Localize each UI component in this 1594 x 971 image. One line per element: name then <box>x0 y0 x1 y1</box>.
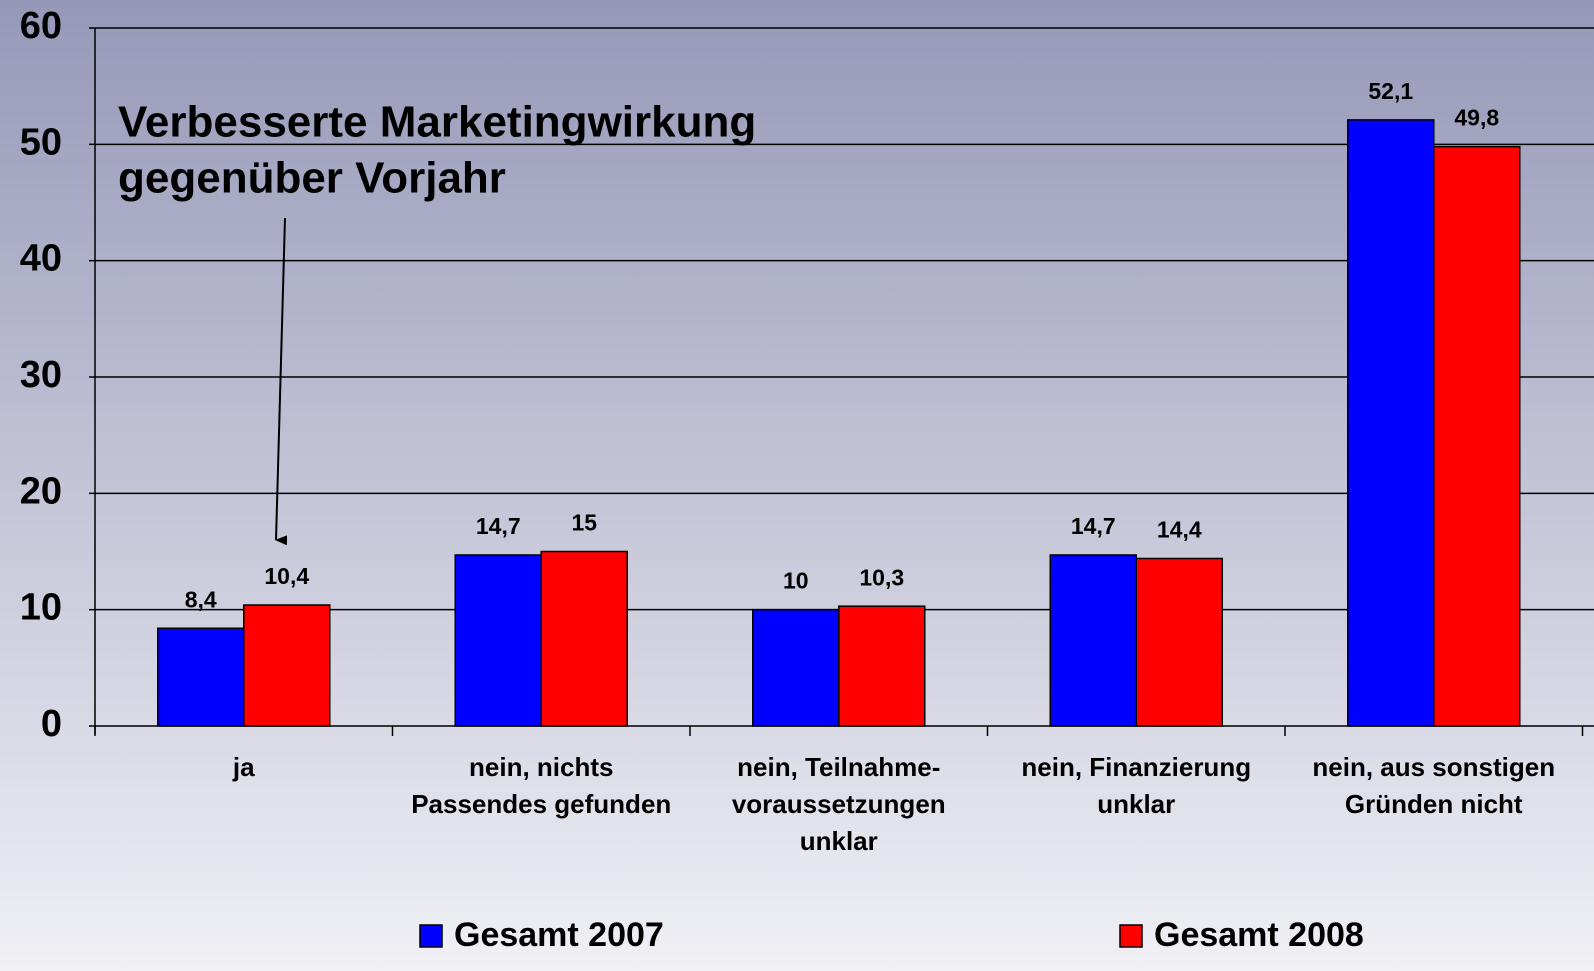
x-tick-label-line: nein, nichts <box>469 752 613 782</box>
value-label: 14,7 <box>476 513 521 539</box>
x-tick-label-line: nein, aus sonstigen <box>1312 752 1555 782</box>
legend-swatch <box>1119 924 1143 948</box>
annotation-arrow <box>275 217 288 546</box>
value-label: 15 <box>571 510 597 536</box>
bar <box>1433 145 1521 727</box>
y-tick-label: 40 <box>20 238 62 280</box>
legend-label: Gesamt 2007 <box>454 916 664 954</box>
x-tick-label-line: Passendes gefunden <box>411 789 671 819</box>
y-tick-label: 50 <box>20 121 62 163</box>
annotation: gegenüber Vorjahr <box>118 154 506 203</box>
x-tick-label-line: nein, Finanzierung <box>1021 752 1251 782</box>
x-tick-label-line: Gründen nicht <box>1345 789 1523 819</box>
bar <box>1347 119 1435 727</box>
bar <box>1049 554 1137 727</box>
annotation: Verbesserte Marketingwirkung <box>118 98 756 147</box>
x-tick-label: nein, Teilnahme-voraussetzungen unklar <box>732 752 946 856</box>
legend-swatch <box>419 924 443 948</box>
value-label: 14,4 <box>1157 517 1202 543</box>
x-tick-label-line: unklar <box>800 826 878 856</box>
y-tick-label: 30 <box>20 354 62 396</box>
bar <box>752 608 840 727</box>
y-tick-label: 0 <box>41 703 62 745</box>
value-label: 8,4 <box>185 586 217 612</box>
x-tick-label: nein, aus sonstigen Gründen nicht <box>1312 752 1555 819</box>
x-tick-label-line: voraussetzungen <box>732 789 946 819</box>
bar <box>1135 557 1223 727</box>
x-tick-label: ja <box>232 752 255 782</box>
legend-label: Gesamt 2008 <box>1154 916 1364 954</box>
bar <box>243 604 331 727</box>
value-label: 10 <box>783 568 809 594</box>
bar <box>454 554 542 727</box>
bar <box>838 605 926 727</box>
x-tick-label-line: unklar <box>1097 789 1175 819</box>
value-label: 49,8 <box>1454 105 1499 131</box>
x-tick-label-line: ja <box>232 752 255 782</box>
x-tick-label-line: nein, Teilnahme- <box>737 752 940 782</box>
value-label: 52,1 <box>1368 78 1413 104</box>
y-tick-label: 10 <box>20 587 62 629</box>
y-tick-label: 60 <box>20 5 62 47</box>
value-label: 10,4 <box>264 563 309 589</box>
x-tick-label: nein, nichts Passendes gefunden <box>411 752 671 819</box>
value-label: 10,3 <box>859 564 904 590</box>
y-tick-label: 20 <box>20 470 62 512</box>
bar <box>157 627 245 727</box>
value-label: 14,7 <box>1071 513 1116 539</box>
x-tick-label: nein, Finanzierung unklar <box>1021 752 1251 819</box>
bar <box>540 550 628 727</box>
